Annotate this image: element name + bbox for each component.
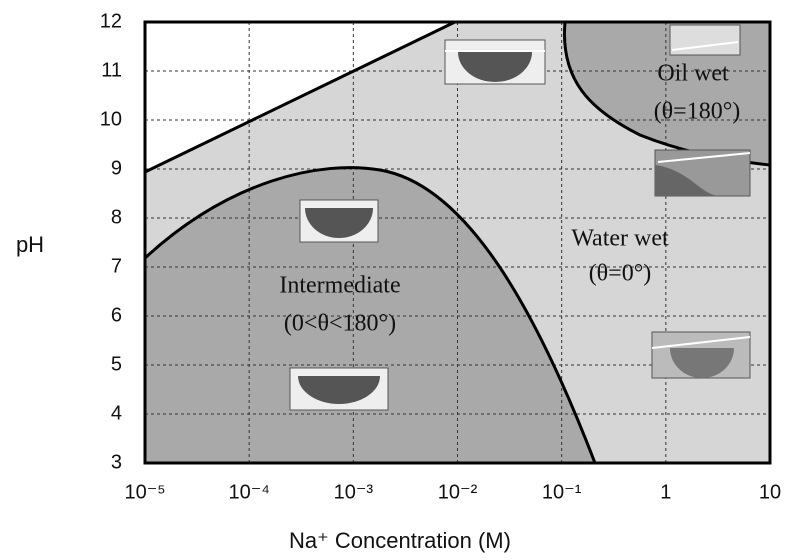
y-axis-label: pH: [16, 232, 44, 257]
region-label: (θ=180°): [654, 99, 741, 125]
y-tick-label: 5: [111, 353, 122, 375]
y-tick-label: 4: [111, 402, 122, 424]
region-label: Intermediate: [279, 273, 400, 299]
x-tick-label: 10⁻³: [334, 481, 374, 503]
x-tick-label: 10⁻¹: [542, 481, 582, 503]
region-label: Water wet: [571, 226, 669, 252]
y-tick-label: 9: [111, 157, 122, 179]
x-axis-label: Na⁺ Concentration (M): [289, 528, 511, 553]
y-tick-label: 3: [111, 451, 122, 473]
inset-photo: [670, 25, 740, 55]
region-label: (θ=0°): [589, 261, 652, 287]
y-tick-label: 11: [101, 59, 122, 81]
inset-photo: [290, 368, 388, 410]
y-tick-label: 7: [111, 255, 122, 277]
x-tick-label: 10⁻²: [438, 481, 478, 503]
chart: Na⁺ Concentration (M) pH 10⁻⁵ 10⁻⁴ 10⁻³ 10⁻…: [0, 0, 798, 560]
region-label: (0<θ<180°): [284, 311, 396, 337]
inset-photo: [445, 40, 545, 84]
x-tick-label: 1: [660, 481, 671, 503]
x-tick-label: 10⁻⁴: [228, 481, 269, 503]
inset-photo: [655, 150, 750, 196]
y-tick-label: 6: [111, 304, 122, 326]
x-tick-label: 10⁻⁵: [124, 481, 165, 503]
inset-photo: [652, 332, 750, 378]
inset-photo: [300, 200, 378, 242]
y-tick-label: 8: [111, 206, 122, 228]
x-tick-label: 10: [759, 481, 781, 503]
y-tick-label: 12: [100, 10, 122, 32]
region-label: Oil wet: [657, 61, 729, 87]
page: Na⁺ Concentration (M) pH 10⁻⁵ 10⁻⁴ 10⁻³ 10⁻…: [0, 0, 798, 560]
y-tick-label: 10: [100, 108, 122, 130]
